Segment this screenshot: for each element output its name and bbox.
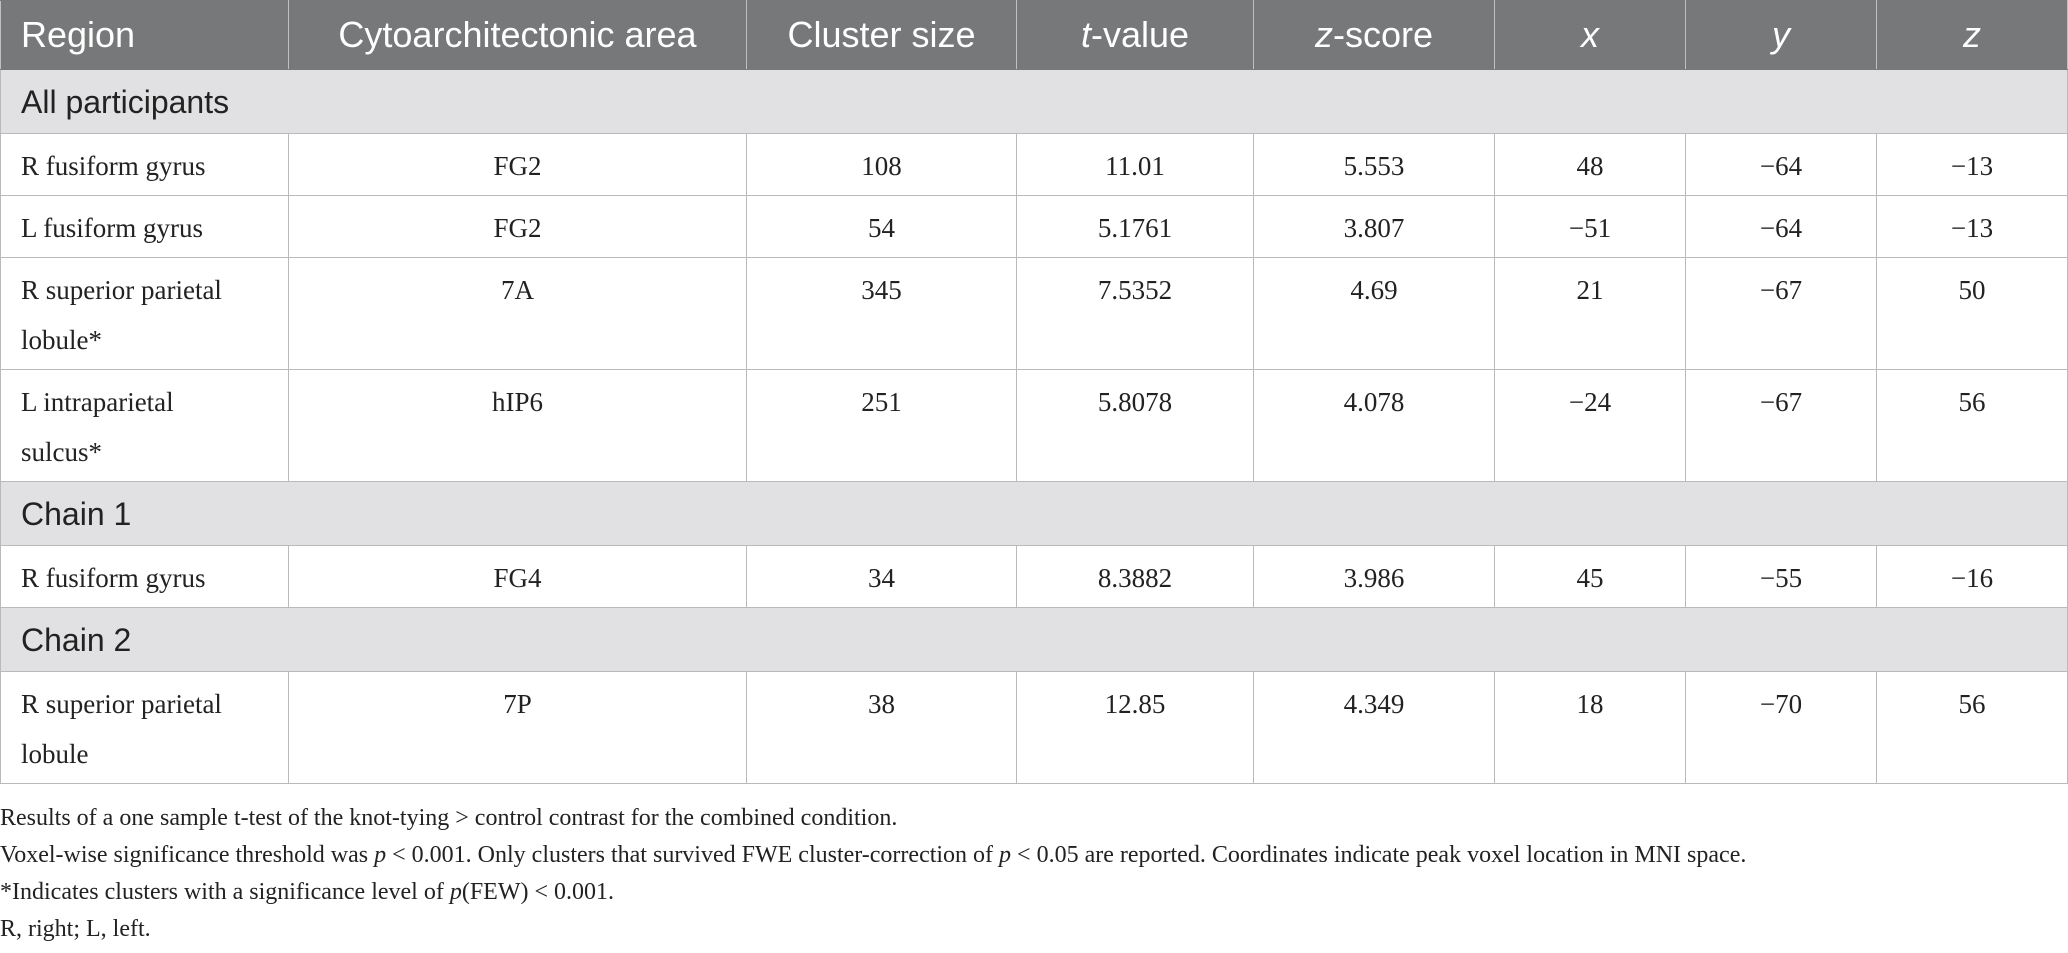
footnote-p-italic: p <box>449 879 462 905</box>
cell-cluster-size: 34 <box>746 545 1017 608</box>
cell-area: 7A <box>288 257 747 370</box>
table-row: R fusiform gyrus FG2 108 11.01 5.553 48 … <box>0 133 2068 196</box>
table-row: L fusiform gyrus FG2 54 5.1761 3.807 −51… <box>0 195 2068 258</box>
section-row-chain-2: Chain 2 <box>0 607 2068 672</box>
table-row: R fusiform gyrus FG4 34 8.3882 3.986 45 … <box>0 545 2068 608</box>
header-z-suffix: -score <box>1332 14 1434 55</box>
cell-y: −67 <box>1685 369 1877 482</box>
cell-y: −64 <box>1685 133 1877 196</box>
header-y: y <box>1685 0 1877 70</box>
cell-cluster-size: 345 <box>746 257 1017 370</box>
cell-area: FG2 <box>288 195 747 258</box>
header-row: Region Cytoarchitectonic area Cluster si… <box>0 0 2068 70</box>
cell-z-score: 4.349 <box>1253 671 1495 784</box>
section-row-all-participants: All participants <box>0 69 2068 134</box>
cell-area: FG2 <box>288 133 747 196</box>
cell-z-score: 3.807 <box>1253 195 1495 258</box>
cell-region: L fusiform gyrus <box>0 195 289 258</box>
cell-x: 18 <box>1494 671 1686 784</box>
cell-x: −51 <box>1494 195 1686 258</box>
cell-area: 7P <box>288 671 747 784</box>
cell-y: −55 <box>1685 545 1877 608</box>
cell-z-score: 5.553 <box>1253 133 1495 196</box>
footnote-p-italic: p <box>999 842 1012 868</box>
header-cytoarchitectonic-area: Cytoarchitectonic area <box>288 0 747 70</box>
header-z-label: z <box>1963 14 1981 55</box>
footnote-text: < 0.05 are reported. Coordinates indicat… <box>1011 842 1747 868</box>
footnote-p-italic: p <box>374 842 387 868</box>
section-title: Chain 2 <box>0 607 2068 672</box>
cell-region: R fusiform gyrus <box>0 133 289 196</box>
cell-y: −67 <box>1685 257 1877 370</box>
cell-region-line1: L intraparietal <box>21 387 174 417</box>
cell-region-line1: R superior parietal <box>21 689 222 719</box>
cell-x: 45 <box>1494 545 1686 608</box>
cell-cluster-size: 108 <box>746 133 1017 196</box>
cell-t-value: 5.8078 <box>1016 369 1254 482</box>
footnote-text: < 0.001. Only clusters that survived FWE… <box>386 842 1000 868</box>
cell-z: −16 <box>1876 545 2068 608</box>
table-row: R superior parietal lobule 7P 38 12.85 4.… <box>0 671 2068 784</box>
cell-t-value: 7.5352 <box>1016 257 1254 370</box>
header-z: z <box>1876 0 2068 70</box>
header-z-score: z-score <box>1253 0 1495 70</box>
cell-t-value: 11.01 <box>1016 133 1254 196</box>
cell-cluster-size: 251 <box>746 369 1017 482</box>
cell-x: 48 <box>1494 133 1686 196</box>
cell-y: −64 <box>1685 195 1877 258</box>
section-row-chain-1: Chain 1 <box>0 481 2068 546</box>
cell-region: R superior parietal lobule <box>0 671 289 784</box>
header-cluster-size: Cluster size <box>746 0 1017 70</box>
footnote-text: *Indicates clusters with a significance … <box>0 879 450 905</box>
cell-region-line2: sulcus* <box>21 437 102 467</box>
cell-z: 50 <box>1876 257 2068 370</box>
header-z-italic: z <box>1314 14 1333 55</box>
footnote-line: R, right; L, left. <box>0 916 151 942</box>
cell-t-value: 12.85 <box>1016 671 1254 784</box>
cell-region: R fusiform gyrus <box>0 545 289 608</box>
cell-z: 56 <box>1876 369 2068 482</box>
cell-area: FG4 <box>288 545 747 608</box>
footnote-line: Results of a one sample t-test of the kn… <box>0 805 898 831</box>
cell-region-line2: lobule <box>21 739 89 769</box>
cell-x: −24 <box>1494 369 1686 482</box>
cell-region: L intraparietal sulcus* <box>0 369 289 482</box>
cell-region: R superior parietal lobule* <box>0 257 289 370</box>
header-t-value: t-value <box>1016 0 1254 70</box>
header-t-italic: t <box>1080 14 1091 55</box>
cell-z-score: 4.078 <box>1253 369 1495 482</box>
cell-region-line1: R superior parietal <box>21 275 222 305</box>
header-x: x <box>1494 0 1686 70</box>
section-title: All participants <box>0 69 2068 134</box>
table-footnotes: Results of a one sample t-test of the kn… <box>0 800 2060 948</box>
section-title: Chain 1 <box>0 481 2068 546</box>
cell-y: −70 <box>1685 671 1877 784</box>
cell-z: −13 <box>1876 133 2068 196</box>
table-row: L intraparietal sulcus* hIP6 251 5.8078 4… <box>0 369 2068 482</box>
cell-z: −13 <box>1876 195 2068 258</box>
header-region: Region <box>0 0 289 70</box>
footnote-text: (FEW) < 0.001. <box>461 879 615 905</box>
cell-t-value: 8.3882 <box>1016 545 1254 608</box>
cell-z-score: 4.69 <box>1253 257 1495 370</box>
cell-cluster-size: 54 <box>746 195 1017 258</box>
results-table: Region Cytoarchitectonic area Cluster si… <box>0 0 2068 784</box>
cell-z-score: 3.986 <box>1253 545 1495 608</box>
header-y-label: y <box>1772 14 1790 55</box>
footnote-text: Voxel-wise significance threshold was <box>0 842 375 868</box>
cell-x: 21 <box>1494 257 1686 370</box>
cell-area: hIP6 <box>288 369 747 482</box>
table-row: R superior parietal lobule* 7A 345 7.5352… <box>0 257 2068 370</box>
footnote-line: *Indicates clusters with a significance … <box>0 874 2060 911</box>
cell-cluster-size: 38 <box>746 671 1017 784</box>
header-x-label: x <box>1581 14 1599 55</box>
cell-region-line2: lobule* <box>21 325 102 355</box>
cell-t-value: 5.1761 <box>1016 195 1254 258</box>
cell-z: 56 <box>1876 671 2068 784</box>
header-t-suffix: -value <box>1090 14 1190 55</box>
footnote-line: Voxel-wise significance threshold was p … <box>0 837 2060 874</box>
